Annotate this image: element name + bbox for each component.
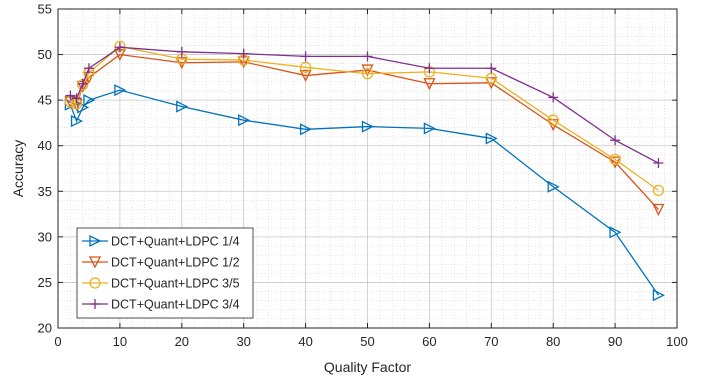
data-point: [238, 48, 249, 59]
legend-entry: DCT+Quant+LDPC 3/4: [82, 298, 240, 312]
y-tick-labels: 20 25 30 35 40 45 50 55: [38, 2, 52, 336]
legend-marker: [89, 277, 101, 289]
data-point: [77, 78, 88, 89]
data-point: [486, 63, 497, 74]
legend-marker: [89, 234, 102, 248]
data-point: [176, 100, 189, 113]
y-tick-label: 50: [38, 47, 52, 62]
data-point: [114, 84, 127, 97]
x-tick-label: 80: [546, 334, 560, 349]
data-point: [299, 123, 313, 136]
data-point: [300, 51, 311, 62]
y-tick-label: 45: [38, 93, 52, 108]
legend-marker: [88, 256, 102, 269]
data-point: [299, 61, 312, 73]
data-point: [176, 46, 187, 57]
x-axis-label: Quality Factor: [324, 359, 411, 375]
data-point: [424, 63, 435, 74]
legend-label: DCT+Quant+LDPC 3/4: [111, 298, 240, 312]
x-tick-label: 40: [298, 334, 312, 349]
legend-box: [76, 227, 254, 319]
data-point: [548, 92, 559, 103]
x-tick-labels: 0 10 20 30 40 50 60 70 80 90 100: [54, 334, 687, 349]
x-tick-label: 60: [422, 334, 436, 349]
data-point: [652, 184, 665, 197]
legend: DCT+Quant+LDPC 1/4 DCT+Quant+LDPC 1/2 DCT+…: [76, 227, 254, 319]
data-point: [238, 114, 251, 127]
x-tick-label: 30: [236, 334, 250, 349]
y-tick-label: 40: [38, 138, 52, 153]
data-point: [299, 69, 312, 82]
data-point: [361, 120, 374, 133]
data-point: [652, 203, 665, 216]
data-point: [114, 42, 125, 53]
data-point: [609, 156, 622, 169]
legend-label: DCT+Quant+LDPC 1/2: [111, 256, 240, 270]
x-tick-label: 20: [175, 334, 189, 349]
series-layer: [64, 40, 665, 302]
data-point: [610, 135, 621, 146]
data-point: [65, 90, 76, 101]
data-point: [653, 158, 664, 169]
data-point: [652, 289, 665, 302]
series-line: [70, 46, 659, 164]
data-point: [70, 115, 84, 128]
legend-label: DCT+Quant+LDPC 3/5: [111, 277, 240, 291]
data-point: [547, 180, 560, 193]
axis-ticks: [57, 8, 678, 329]
data-point: [83, 63, 94, 74]
y-tick-label: 30: [38, 229, 52, 244]
data-point: [485, 132, 498, 145]
data-point: [423, 78, 436, 91]
legend-entry: DCT+Quant+LDPC 1/2: [82, 256, 240, 270]
data-point: [547, 114, 559, 126]
y-tick-label: 55: [38, 2, 52, 17]
y-tick-label: 25: [38, 275, 52, 290]
series-4: [65, 42, 664, 169]
data-point: [362, 51, 373, 62]
y-tick-label: 20: [38, 321, 52, 336]
legend-label: DCT+Quant+LDPC 1/4: [111, 235, 240, 249]
y-tick-label: 35: [38, 184, 52, 199]
series-line: [69, 89, 659, 296]
legend-entry: DCT+Quant+LDPC 1/4: [82, 235, 240, 249]
x-tick-label: 90: [608, 334, 622, 349]
data-point: [609, 226, 622, 239]
data-point: [485, 72, 497, 84]
x-tick-label: 100: [666, 334, 688, 349]
legend-entry: DCT+Quant+LDPC 3/5: [82, 277, 240, 291]
x-tick-label: 50: [360, 334, 374, 349]
x-tick-label: 10: [113, 334, 127, 349]
y-axis-label: Accuracy: [10, 140, 26, 198]
data-point: [361, 68, 374, 80]
data-point: [423, 122, 436, 135]
data-point: [71, 93, 82, 104]
x-tick-label: 70: [484, 334, 498, 349]
series-line: [70, 53, 659, 210]
x-tick-label: 0: [54, 334, 61, 349]
legend-marker: [90, 299, 100, 309]
data-point: [609, 153, 621, 166]
data-point: [83, 94, 96, 107]
